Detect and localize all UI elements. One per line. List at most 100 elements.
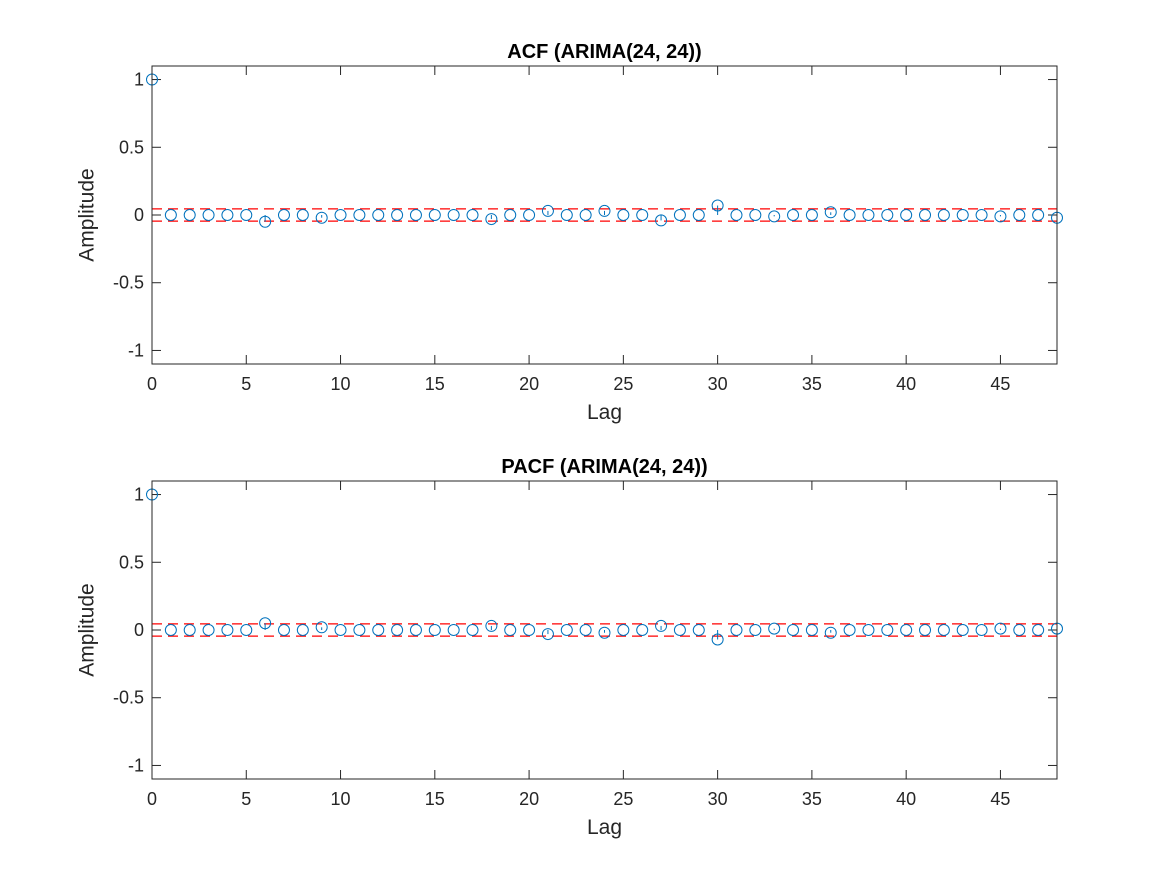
acf-stem-marker — [485, 213, 498, 226]
acf-stem-marker — [315, 211, 328, 224]
pacf-stem-marker — [730, 624, 743, 636]
acf-xtick-label: 35 — [802, 374, 822, 394]
pacf-stem-marker — [749, 624, 762, 636]
pacf-xtick-label: 15 — [425, 789, 445, 809]
acf-title: ACF (ARIMA(24, 24)) — [507, 41, 701, 63]
acf-stem-marker — [787, 209, 800, 221]
acf-xtick-label: 20 — [519, 374, 539, 394]
acf-ytick-label: -0.5 — [113, 273, 144, 293]
pacf-stem-marker — [523, 624, 536, 636]
acf-stem-marker — [805, 209, 818, 221]
acf-tick-labels: 0 5 10 15 20 25 30 35 40 45 -1 -0.5 0 0.5 1 — [113, 66, 1057, 394]
pacf-stem-marker — [409, 624, 422, 636]
pacf-stem-marker — [391, 624, 404, 636]
acf-stem-marker — [221, 209, 234, 221]
acf-ytick-label: 1 — [134, 70, 144, 90]
pacf-stem-marker — [900, 624, 913, 636]
acf-stem-marker — [900, 209, 913, 221]
pacf-xtick-label: 40 — [896, 789, 916, 809]
pacf-stem-marker — [447, 624, 460, 636]
pacf-stem-marker — [692, 624, 705, 636]
acf-stem-marker — [749, 209, 762, 221]
pacf-confidence-bounds — [152, 623, 1057, 637]
pacf-stem-marker — [655, 619, 668, 632]
pacf-stem-marker — [334, 624, 347, 636]
pacf-stem-marker — [636, 624, 649, 636]
acf-subplot: ACF (ARIMA(24, 24)) Lag Amplitude 0 5 10 15… — [76, 41, 1063, 424]
acf-ytick-label: 0.5 — [119, 137, 144, 157]
acf-stem-marker — [296, 209, 309, 221]
acf-stem-marker — [259, 215, 272, 228]
acf-stem-marker — [202, 209, 215, 221]
pacf-ytick-label: -0.5 — [113, 688, 144, 708]
pacf-stem-marker — [843, 624, 856, 636]
pacf-ytick-label: 0 — [134, 620, 144, 640]
acf-stem-marker — [504, 209, 517, 221]
acf-stem-marker — [240, 209, 253, 221]
acf-stem-marker — [164, 209, 177, 221]
acf-xtick-label: 45 — [990, 374, 1010, 394]
pacf-xtick-label: 10 — [331, 789, 351, 809]
pacf-stem-marker — [221, 624, 234, 636]
pacf-stem-marker — [768, 622, 781, 635]
pacf-ytick-label: 0.5 — [119, 552, 144, 572]
pacf-stem-marker — [277, 624, 290, 636]
acf-stem-marker — [862, 209, 875, 221]
acf-stem-marker — [598, 204, 611, 217]
acf-stem-marker — [730, 209, 743, 221]
pacf-x-axis-label: Lag — [587, 816, 622, 839]
acf-confidence-bounds — [152, 208, 1057, 222]
pacf-stem-marker — [673, 624, 686, 636]
pacf-xtick-label: 5 — [241, 789, 251, 809]
acf-stem-marker — [768, 210, 781, 223]
pacf-stem-marker — [824, 626, 837, 639]
pacf-ytick-label: 1 — [134, 485, 144, 505]
acf-xtick-label: 30 — [708, 374, 728, 394]
acf-x-axis-label: Lag — [587, 401, 622, 424]
acf-stem-marker — [994, 210, 1007, 223]
pacf-stem-marker — [881, 624, 894, 636]
acf-stem-marker — [183, 209, 196, 221]
pacf-stem-marker — [259, 617, 272, 630]
pacf-stem-marker — [504, 624, 517, 636]
acf-stem-marker — [937, 209, 950, 221]
acf-stem-marker — [372, 209, 385, 221]
acf-stem-marker — [1013, 209, 1026, 221]
pacf-stem-marker — [353, 624, 366, 636]
pacf-stem-marker — [1032, 624, 1045, 636]
pacf-stem-marker — [296, 624, 309, 636]
acf-stem-marker — [1032, 209, 1045, 221]
acf-stem-marker — [711, 199, 724, 212]
acf-stem-marker — [843, 209, 856, 221]
pacf-stem-marker — [315, 621, 328, 634]
acf-y-axis-label: Amplitude — [76, 168, 99, 261]
pacf-stem-marker — [541, 628, 554, 641]
acf-stem-marker — [881, 209, 894, 221]
pacf-stem-marker — [372, 624, 385, 636]
acf-stem-marker — [277, 209, 290, 221]
pacf-stem-marker — [428, 624, 441, 636]
pacf-title: PACF (ARIMA(24, 24)) — [501, 456, 707, 478]
pacf-stem-marker — [598, 626, 611, 639]
acf-ytick-label: 0 — [134, 205, 144, 225]
pacf-xtick-label: 0 — [147, 789, 157, 809]
pacf-subplot: PACF (ARIMA(24, 24)) Lag Amplitude 0 5 10 1… — [76, 456, 1063, 839]
acf-axes-box — [151, 65, 1058, 365]
acf-xtick-label: 15 — [425, 374, 445, 394]
pacf-ytick-label: -1 — [128, 755, 144, 775]
pacf-stem-marker — [787, 624, 800, 636]
acf-stem-marker — [334, 209, 347, 221]
acf-stem-marker — [956, 209, 969, 221]
pacf-stem-marker — [579, 624, 592, 636]
acf-stem-marker — [919, 209, 932, 221]
pacf-stem-marker — [994, 622, 1007, 635]
acf-stem-marker — [541, 204, 554, 217]
pacf-stem-marker — [466, 624, 479, 636]
acf-stem-marker — [636, 209, 649, 221]
pacf-xtick-label: 25 — [613, 789, 633, 809]
pacf-stem-marker — [975, 624, 988, 636]
pacf-stem-marker — [937, 624, 950, 636]
acf-stem-marker — [523, 209, 536, 221]
pacf-stem-marker — [240, 624, 253, 636]
